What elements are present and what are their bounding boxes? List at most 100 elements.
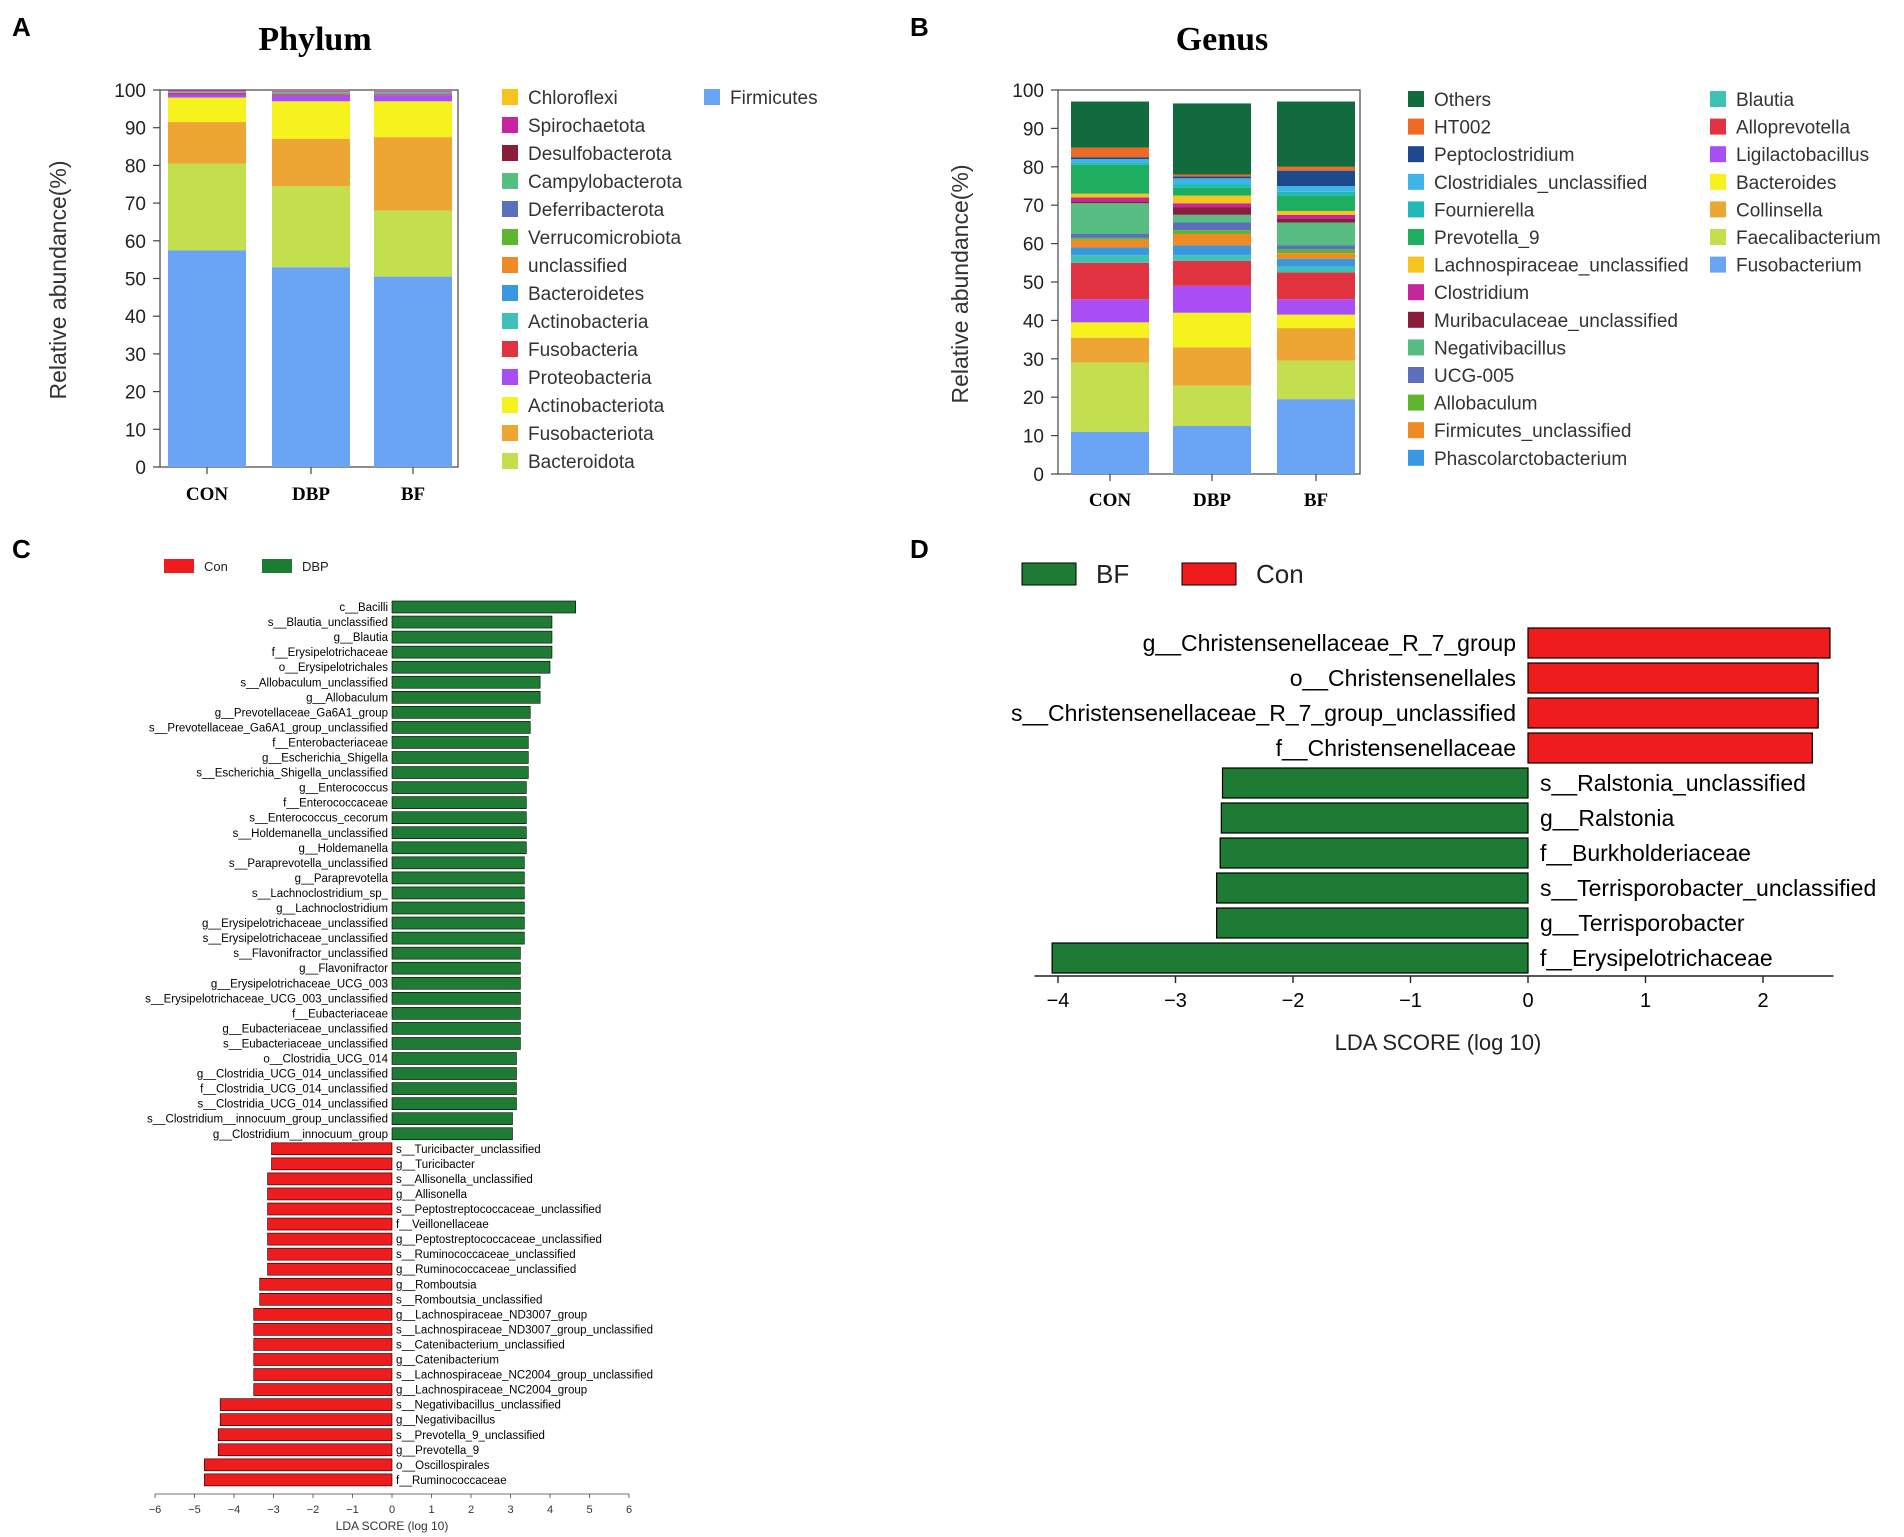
lda-c-x-tick-label: 3 (507, 1504, 513, 1516)
lda-c-bar-s-flavonifractor-unclassified (391, 946, 521, 960)
genus-bar-bf-fusobacterium (1277, 399, 1355, 474)
genus-bar-bf-bacteroides (1277, 314, 1355, 329)
phylum-legend-swatch-fusobacteria (502, 341, 518, 357)
lda-c-taxon-label: s__Prevotellaceae_Ga6A1_group_unclassifi… (149, 722, 388, 734)
genus-y-tick-label: 70 (1023, 196, 1044, 217)
lda-c-bar-s-eubacteriaceae-unclassified (391, 1037, 521, 1050)
lda-c-bar-o-oscillospirales (204, 1458, 393, 1472)
phylum-bar-con-bacteroidetes (168, 91, 246, 93)
phylum-chart-title: Phylum (258, 21, 371, 58)
phylum-bar-con-bacteroidota (168, 163, 246, 251)
phylum-legend-swatch-verrucomicrobiota (502, 229, 518, 245)
lda-c-bar-f-clostridia-ucg-014-unclassified (391, 1082, 517, 1095)
genus-bar-bf-fournierella (1277, 191, 1355, 196)
lda-c-taxon-label: s__Allobaculum_unclassified (240, 677, 388, 689)
phylum-bar-con-actinobacteria (168, 92, 246, 94)
genus-bar-dbp-phascolarctobacterium (1173, 245, 1251, 256)
phylum-category-label-dbp: DBP (292, 484, 330, 505)
lda-c-bar-g-flavonifractor (391, 961, 521, 975)
genus-legend-label-ht002: HT002 (1434, 118, 1491, 139)
lda-c-taxon-label: f__Enterobacteriaceae (272, 737, 388, 749)
genus-legend-swatch-blautia (1710, 91, 1726, 107)
genus-legend-swatch-firmicutes-unclassified (1408, 422, 1424, 439)
phylum-legend-label-chloroflexi: Chloroflexi (528, 88, 618, 109)
lda-c-taxon-label: g__Prevotella_9 (396, 1445, 479, 1457)
genus-bar-bf-alloprevotella (1277, 272, 1355, 300)
phylum-legend-label-verrucomicrobiota: Verrucomicrobiota (528, 228, 682, 249)
phylum-bar-con-firmicutes (168, 250, 246, 467)
phylum-category-label-con: CON (186, 484, 229, 505)
phylum-axes: 0 10 20 30 40 50 60 70 80 90 100 CON DBP BF (114, 81, 459, 505)
lda-c-bar-s-clostridia-ucg-014-unclassified (391, 1097, 517, 1110)
lda-c-taxon-label: g__Enterococcus (299, 783, 388, 795)
lda-d-bar-g-terrisporobacter (1216, 907, 1529, 939)
phylum-legend-label-bacteroidetes: Bacteroidetes (528, 284, 644, 305)
lda-c-bar-g-clostridia-ucg-014-unclassified (391, 1067, 517, 1080)
lda-c-bar-s-prevotellaceae-ga6a1-group-unclassified (391, 721, 531, 734)
phylum-bar-dbp-bacteroidetes (272, 92, 350, 94)
genus-legend-label-alloprevotella: Alloprevotella (1736, 118, 1850, 139)
lda-c-taxon-label: g__Peptostreptococcaceae_unclassified (396, 1234, 602, 1246)
genus-legend-swatch-collinsella (1710, 201, 1726, 218)
lda-d-x-tick-label: −1 (1399, 990, 1422, 1012)
lda-c-taxon-label: s__Romboutsia_unclassified (396, 1294, 542, 1306)
panel-d: D BF Con g__Christensenellaceae_R_7_grou… (910, 534, 1876, 1055)
genus-bar-con-clostridiales-unclassified (1071, 159, 1149, 163)
panel-letter-b: B (910, 12, 929, 42)
lda-c-bar-g-prevotella-9 (217, 1443, 393, 1457)
genus-bar-dbp-clostridium (1173, 203, 1251, 208)
genus-legend-swatch-fournierella (1408, 201, 1424, 218)
phylum-legend-label-proteobacteria: Proteobacteria (528, 368, 652, 389)
genus-legend-label-negativibacillus: Negativibacillus (1434, 338, 1566, 359)
lda-c-taxon-label: g__Romboutsia (396, 1279, 477, 1291)
genus-bar-con-faecalibacterium (1071, 362, 1149, 432)
lda-c-taxon-label: s__Escherichia_Shigella_unclassified (196, 768, 388, 780)
genus-legend-swatch-clostridium (1408, 284, 1424, 301)
genus-legend-label-allobaculum: Allobaculum (1434, 394, 1538, 415)
phylum-y-tick-label: 50 (125, 270, 146, 291)
genus-bar-dbp-clostridiales-unclassified (1173, 178, 1251, 185)
lda-c-bar-s-lachnospiraceae-nc2004-group-unclassified (253, 1368, 393, 1381)
lda-c-bar-g-escherichia-shigella (391, 751, 529, 764)
lda-d-legend-label-con: Con (1256, 559, 1304, 589)
phylum-legend-label-actinobacteria: Actinobacteria (528, 312, 649, 333)
lda-c-bar-o-clostridia-ucg-014 (391, 1052, 517, 1065)
genus-bar-dbp-firmicutes-unclassified (1173, 234, 1251, 246)
genus-bar-bf-clostridium (1277, 214, 1355, 219)
lda-c-taxon-label: g__Erysipelotrichaceae_UCG_003 (211, 978, 388, 990)
lda-c-taxon-label: g__Allobaculum (306, 692, 388, 704)
lda-c-x-tick-label: −3 (267, 1504, 280, 1516)
lda-c-x-tick-label: −1 (346, 1504, 359, 1516)
phylum-bar-dbp-actinobacteriota (272, 101, 350, 140)
lda-d-bar-s-terrisporobacter-unclassified (1216, 872, 1529, 904)
genus-bar-con-clostridium (1071, 197, 1149, 202)
lda-d-x-tick-label: 2 (1757, 990, 1768, 1012)
genus-bar-con-ht002 (1071, 147, 1149, 158)
genus-legend-swatch-ht002 (1408, 118, 1424, 135)
genus-y-tick-label: 10 (1023, 427, 1044, 448)
genus-bar-con-phascolarctobacterium (1071, 247, 1149, 256)
genus-legend-label-phascolarctobacterium: Phascolarctobacterium (1434, 449, 1627, 470)
phylum-bar-bf-bacteroidetes (374, 92, 452, 94)
genus-bar-con-collinsella (1071, 337, 1149, 363)
lda-c-taxon-label: o__Erysipelotrichales (279, 662, 389, 674)
genus-bar-con-ucg-005 (1071, 234, 1149, 238)
lda-c-taxon-label: s__Erysipelotrichaceae_unclassified (203, 933, 388, 945)
lda-c-taxon-label: s__Turicibacter_unclassified (396, 1144, 541, 1156)
lda-d-x-tick-label: 1 (1640, 990, 1651, 1012)
genus-y-tick-label: 40 (1023, 311, 1044, 332)
genus-bar-dbp-alloprevotella (1173, 260, 1251, 286)
lda-c-bar-g-holdemanella (391, 841, 527, 855)
lda-c-bar-g-prevotellaceae-ga6a1-group (391, 706, 531, 719)
genus-bar-dbp-lachnospiraceae-unclassified (1173, 195, 1251, 204)
genus-legend-swatch-ucg-005 (1408, 367, 1424, 383)
lda-c-taxon-label: g__Lachnospiraceae_NC2004_group (396, 1385, 587, 1397)
genus-bar-dbp-ht002 (1173, 174, 1251, 177)
lda-c-x-tick-label: −2 (307, 1504, 320, 1516)
lda-d-x-tick-label: −3 (1164, 990, 1187, 1012)
genus-bar-con-alloprevotella (1071, 262, 1149, 300)
lda-d-bar-g-ralstonia (1220, 802, 1529, 834)
lda-c-bar-g-paraprevotella (391, 871, 525, 885)
genus-y-tick-label: 50 (1023, 273, 1044, 294)
lda-c-bar-g-allisonella (267, 1187, 393, 1201)
